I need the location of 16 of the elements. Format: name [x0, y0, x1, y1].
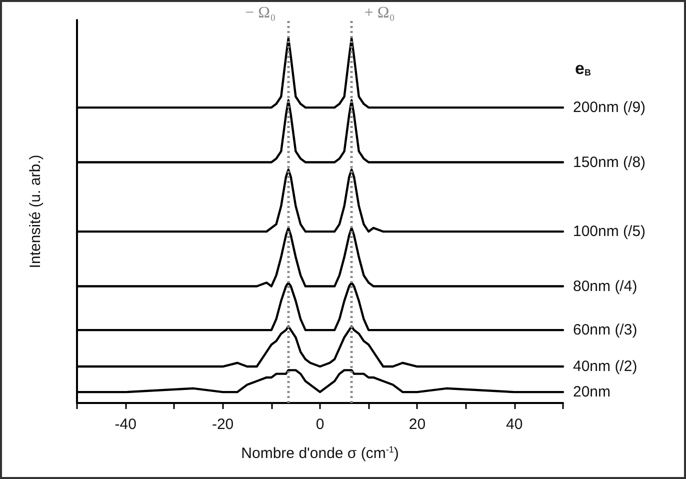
y-axis-title: Intensité (u. arb.) [27, 154, 44, 268]
series-label: 80nm (/4) [573, 278, 638, 295]
legend-title: eB [575, 59, 592, 78]
x-tick-label: -20 [212, 416, 234, 433]
x-tick-label: 40 [506, 416, 523, 433]
series-label: 20nm [573, 384, 611, 401]
ref-line-label: + Ω₀ [364, 4, 395, 22]
series-label: 40nm (/2) [573, 358, 638, 376]
series-label: 100nm (/5) [573, 223, 646, 240]
x-tick-label: -40 [114, 416, 136, 433]
x-tick-label: 0 [316, 416, 324, 433]
series-label: 200nm (/9) [573, 99, 646, 116]
x-tick-label: 20 [408, 416, 426, 433]
series-label: 150nm (/8) [573, 154, 646, 171]
ref-line-label: − Ω₀ [245, 4, 276, 22]
series-label: 60nm (/3) [573, 322, 638, 339]
